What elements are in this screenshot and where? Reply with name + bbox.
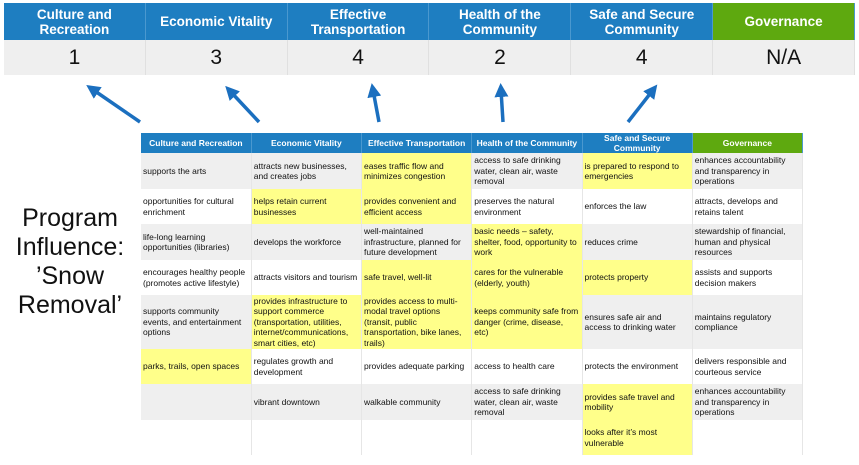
summary-value: 3 [145,40,288,75]
table-cell: provides access to multi-modal travel op… [361,295,473,349]
table-cell: provides infrastructure to support comme… [251,295,363,349]
table-cell: enhances accountability and transparency… [692,384,804,420]
table-header: Economic Vitality [251,133,363,153]
table-cell [141,384,252,420]
table-cell [361,420,473,455]
table-row: life-long learning opportunities (librar… [141,224,804,260]
arrow-icon [86,85,141,124]
table-cell: preserves the natural environment [471,189,583,224]
summary-header: Health of the Community [429,3,572,40]
influence-table: Culture and Recreation Economic Vitality E… [141,133,804,455]
table-header: Culture and Recreation [141,133,252,153]
summary-value: N/A [713,40,855,75]
summary-header: Effective Transportation [287,3,430,40]
table-row: supports community events, and entertain… [141,295,804,349]
table-row: vibrant downtown walkable community access… [141,384,804,420]
table-cell: opportunities for cultural enrichment [141,189,252,224]
table-cell: safe travel, well-lit [361,260,473,295]
table-header: Effective Transportation [361,133,473,153]
program-influence-label: Program Influence: ’Snow Removal’ [15,204,125,319]
table-cell: provides safe travel and mobility [582,384,693,420]
table-cell: assists and supports decision makers [692,260,804,295]
table-cell: protects property [582,260,693,295]
summary-header: Governance [713,3,855,40]
table-cell: parks, trails, open spaces [141,349,252,384]
table-cell: attracts new businesses, and creates job… [251,153,363,189]
summary-header: Economic Vitality [145,3,288,40]
table-cell: develops the workforce [251,224,363,260]
table-cell: eases traffic flow and minimizes congest… [361,153,473,189]
arrows-layer [86,83,658,124]
table-cell [692,420,804,455]
table-row: supports the arts attracts new businesses… [141,153,804,189]
summary-value: 1 [4,40,146,75]
arrow-icon [626,84,658,124]
table-header: Health of the Community [471,133,583,153]
table-cell: access to safe drinking water, clean air… [471,384,583,420]
table-row: parks, trails, open spaces regulates grow… [141,349,804,384]
summary-header: Safe and Secure Community [571,3,714,40]
table-cell: provides convenient and efficient access [361,189,473,224]
table-cell: reduces crime [582,224,693,260]
table-cell [251,420,363,455]
table-cell: attracts visitors and tourism [251,260,363,295]
table-cell: helps retain current businesses [251,189,363,224]
table-cell: enforces the law [582,189,693,224]
table-cell: supports community events, and entertain… [141,295,252,349]
table-row: opportunities for cultural enrichment hel… [141,189,804,224]
table-cell: looks after it’s most vulnerable [582,420,693,455]
summary-grid: Culture and Recreation Economic Vitality E… [4,3,855,75]
table-cell: life-long learning opportunities (librar… [141,224,252,260]
table-cell: provides adequate parking [361,349,473,384]
table-cell: delivers responsible and courteous servi… [692,349,804,384]
table-cell: ensures safe air and access to drinking … [582,295,693,349]
table-cell: access to safe drinking water, clean air… [471,153,583,189]
table-row: encourages healthy people (promotes acti… [141,260,804,295]
table-cell: walkable community [361,384,473,420]
summary-header: Culture and Recreation [4,3,146,40]
table-cell: supports the arts [141,153,252,189]
table-cell: attracts, develops and retains talent [692,189,804,224]
table-cell: maintains regulatory compliance [692,295,804,349]
table-row: looks after it’s most vulnerable [141,420,804,455]
table-cell [471,420,583,455]
summary-value: 2 [429,40,572,75]
table-cell: vibrant downtown [251,384,363,420]
table-header: Governance [692,133,804,153]
table-cell: keeps community safe from danger (crime,… [471,295,583,349]
arrow-icon [225,85,261,124]
table-cell: basic needs – safety, shelter, food, opp… [471,224,583,260]
table-cell: access to health care [471,349,583,384]
table-cell: enhances accountability and transparency… [692,153,804,189]
table-header: Safe and Secure Community [582,133,693,153]
table-cell: well-maintained infrastructure, planned … [361,224,473,260]
summary-value: 4 [287,40,430,75]
table-cell: cares for the vulnerable (elderly, youth… [471,260,583,295]
table-cell: protects the environment [582,349,693,384]
table-cell: encourages healthy people (promotes acti… [141,260,252,295]
table-cell: regulates growth and development [251,349,363,384]
arrow-icon [367,83,382,123]
arrow-icon [494,83,509,123]
table-cell [141,420,252,455]
summary-value: 4 [571,40,714,75]
table-cell: stewardship of financial, human and phys… [692,224,804,260]
table-cell: is prepared to respond to emergencies [582,153,693,189]
